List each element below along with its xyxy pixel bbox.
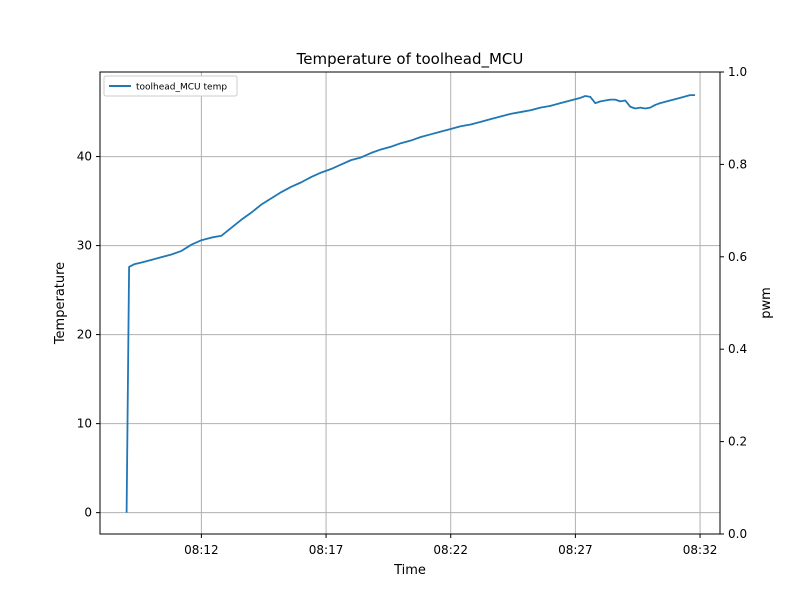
series-line: [125, 94, 696, 513]
legend: toolhead_MCU temp: [103, 75, 238, 97]
grid: [100, 72, 720, 534]
y-tick-label: 0: [84, 506, 92, 520]
chart-title: Temperature of toolhead_MCU: [296, 50, 524, 69]
x-tick-label: 08:32: [683, 543, 718, 557]
y2-tick-label: 1.0: [728, 65, 747, 79]
y-axis-label: Temperature: [53, 262, 68, 345]
y2-axis: 0.0 0.2 0.4 0.6 0.8 1.0: [720, 65, 747, 541]
y2-axis-label: pwm: [759, 287, 774, 319]
plot-frame: [99, 71, 721, 535]
x-axis-label: Time: [393, 563, 426, 578]
y-tick-label: 10: [77, 417, 92, 431]
legend-box: [103, 75, 238, 97]
y-tick-label: 40: [77, 150, 92, 164]
y-tick-label: 20: [77, 328, 92, 342]
y2-tick-label: 0.6: [728, 250, 747, 264]
y-axis: 0 10 20 30 40: [77, 150, 100, 520]
x-tick-label: 08:12: [184, 543, 219, 557]
series-layer: [125, 94, 696, 513]
y2-tick-label: 0.4: [728, 342, 747, 356]
x-tick-label: 08:27: [558, 543, 593, 557]
y2-tick-label: 0.8: [728, 157, 747, 171]
x-tick-label: 08:17: [309, 543, 344, 557]
x-tick-label: 08:22: [433, 543, 468, 557]
y-tick-label: 30: [77, 239, 92, 253]
y2-tick-label: 0.2: [728, 435, 747, 449]
y2-tick-label: 0.0: [728, 527, 747, 541]
legend-label: toolhead_MCU temp: [136, 83, 227, 93]
x-axis: 08:12 08:17 08:22 08:27 08:32: [184, 534, 717, 557]
